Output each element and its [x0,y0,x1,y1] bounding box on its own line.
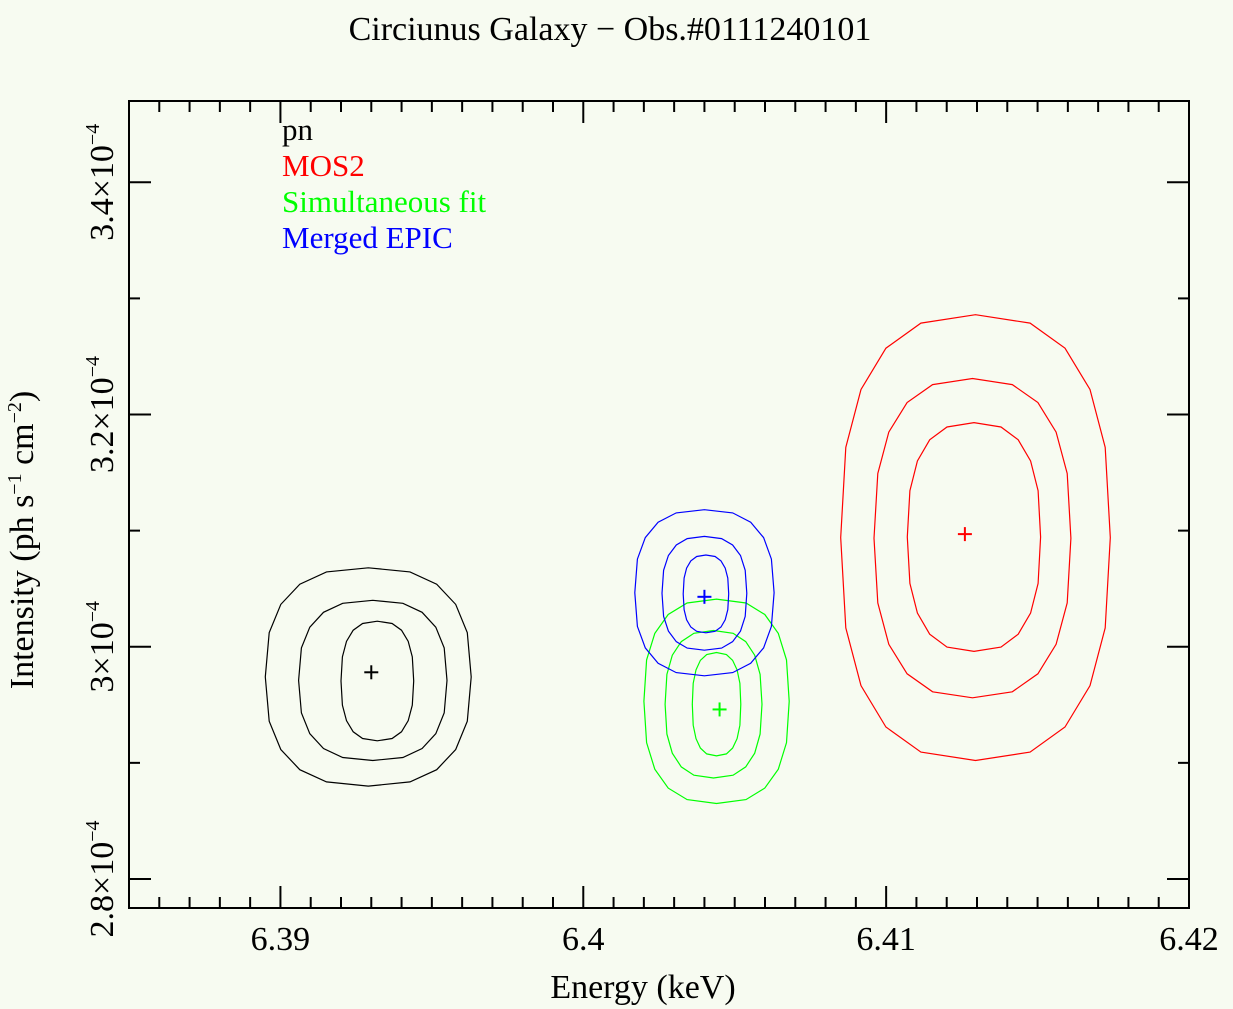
legend-entry: pn [282,112,314,147]
contour-line [643,598,790,805]
contour-line [297,599,448,762]
y-axis-title-exp: −1 [4,473,26,494]
contour-line [873,377,1072,699]
legend-entry: MOS2 [282,148,365,183]
legend-entry: Merged EPIC [282,220,453,255]
y-tick-labels: 2.8×10−4 3×10−4 3.2×10−4 3.4×10−4 [82,124,121,938]
y-axis-title: Intensity (ph s−1 cm−2) [4,391,41,689]
chart-title: Circiunus Galaxy − Obs.#0111240101 [349,11,872,48]
plot-frame [128,100,1190,909]
contour-line [840,314,1111,762]
x-tick-label: 6.42 [1159,921,1219,958]
contour-line [264,567,472,787]
y-axis-title-exp: −2 [4,402,26,423]
contour-line [691,651,742,757]
contour-line [906,421,1042,653]
best-fit-markers [364,527,972,717]
y-axis-title-part: cm [4,423,41,473]
x-tick-label: 6.4 [562,921,605,958]
contour-line [634,509,775,677]
contour-line [340,620,415,742]
y-axis-title-part: Intensity (ph s [4,495,41,690]
legend-entry: Simultaneous fit [282,184,486,219]
y-tick-label: 3.4×10−4 [82,124,121,241]
contour-layer [264,314,1111,805]
contour-line [682,554,730,634]
y-tick-label: 3.2×10−4 [82,356,121,473]
x-tick-labels: 6.39 6.4 6.41 6.42 [251,921,1219,958]
y-tick-label: 2.8×10−4 [82,820,121,937]
y-tick-label: 3×10−4 [82,601,121,692]
contour-line [661,535,748,651]
x-tick-label: 6.41 [856,921,916,958]
y-axis-title-part: ) [4,391,41,402]
x-axis-title: Energy (keV) [550,969,735,1006]
contour-line [664,629,763,779]
axis-ticks [128,101,1190,908]
x-tick-label: 6.39 [251,921,311,958]
